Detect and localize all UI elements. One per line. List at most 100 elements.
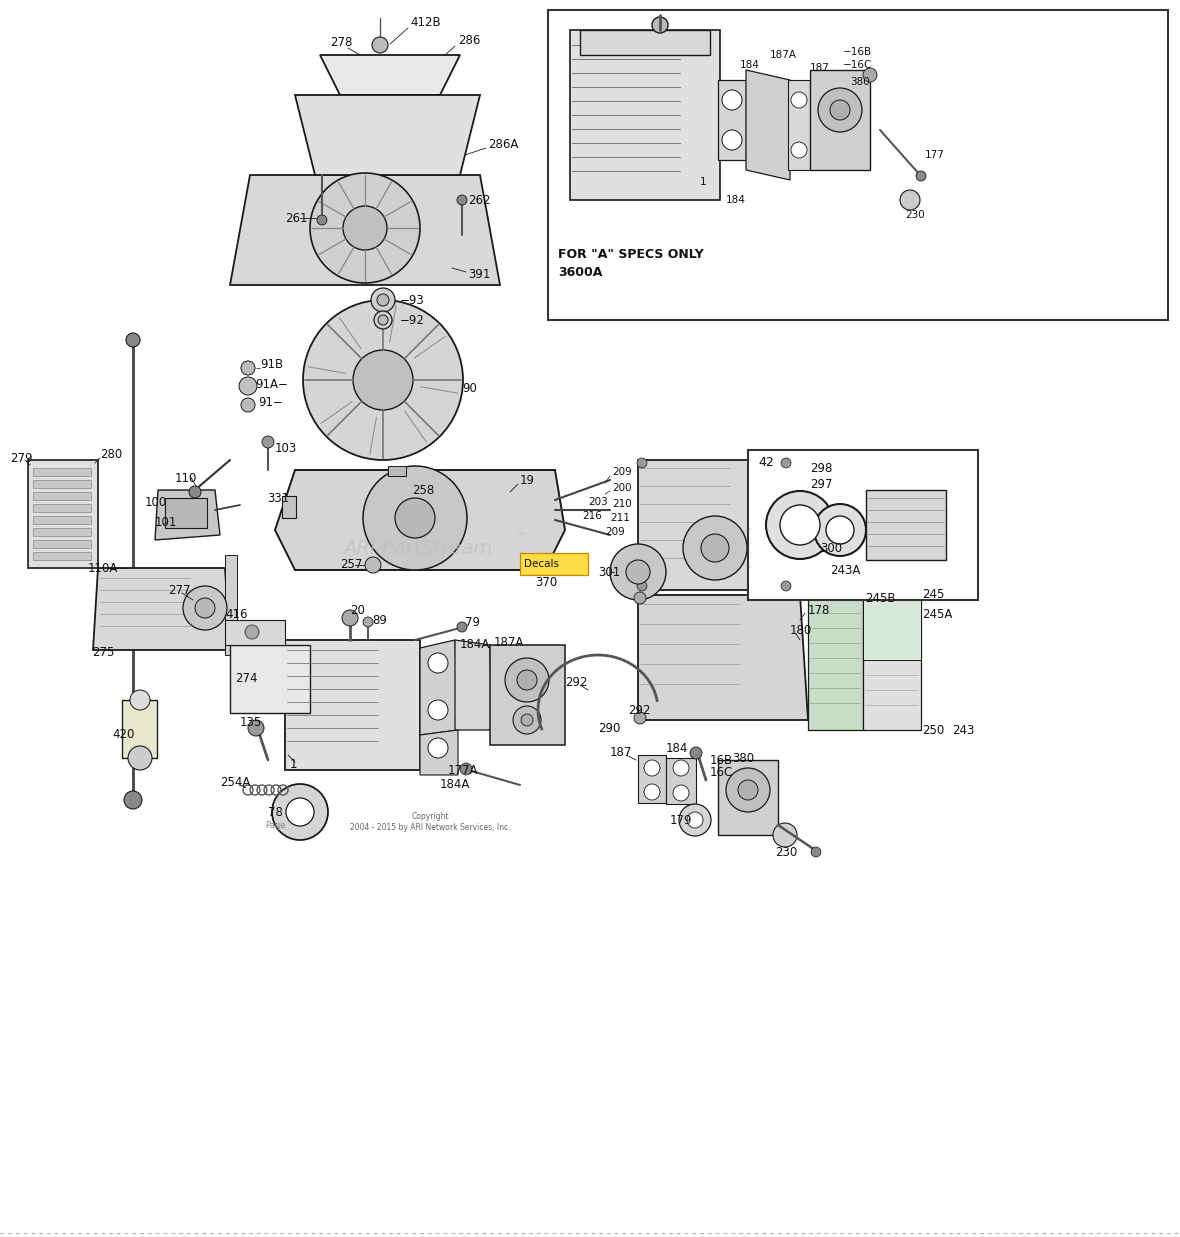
Text: 16C: 16C [710, 767, 733, 779]
Circle shape [644, 760, 660, 776]
Bar [866, 490, 946, 560]
Circle shape [372, 37, 388, 53]
Circle shape [780, 505, 820, 546]
Text: 42: 42 [758, 455, 774, 469]
Bar [33, 528, 91, 536]
Circle shape [376, 294, 389, 306]
Text: FOR "A" SPECS ONLY: FOR "A" SPECS ONLY [558, 249, 703, 261]
Text: 178: 178 [808, 604, 831, 616]
Circle shape [457, 195, 467, 205]
Circle shape [342, 610, 358, 626]
Text: 19: 19 [520, 474, 535, 486]
Circle shape [371, 288, 395, 312]
Text: 230: 230 [905, 210, 925, 220]
Circle shape [818, 88, 863, 132]
Text: 89: 89 [372, 614, 387, 626]
Circle shape [830, 100, 850, 120]
Circle shape [428, 700, 448, 720]
Circle shape [826, 516, 854, 544]
Bar [388, 466, 406, 476]
Bar [33, 492, 91, 500]
Circle shape [428, 738, 448, 758]
Text: 187: 187 [809, 63, 830, 73]
Circle shape [773, 823, 796, 847]
Text: 279: 279 [9, 452, 33, 465]
Circle shape [395, 499, 435, 538]
Text: 258: 258 [412, 484, 434, 496]
Circle shape [317, 215, 327, 225]
Text: −92: −92 [400, 313, 425, 327]
Text: 103: 103 [275, 442, 297, 454]
Text: 110: 110 [175, 471, 197, 485]
Text: 101: 101 [155, 516, 177, 528]
Circle shape [722, 90, 742, 110]
Text: 91A−: 91A− [255, 377, 288, 391]
Circle shape [245, 625, 258, 640]
Circle shape [189, 486, 201, 499]
Circle shape [722, 130, 742, 150]
Circle shape [678, 804, 712, 836]
Text: 100: 100 [145, 496, 168, 508]
Circle shape [766, 491, 834, 559]
Bar [809, 71, 870, 169]
Text: 243A: 243A [830, 564, 860, 576]
Bar [490, 644, 565, 745]
Text: 1: 1 [290, 758, 297, 772]
Text: 277: 277 [168, 584, 190, 596]
Bar [666, 758, 696, 804]
Text: 280: 280 [100, 449, 123, 461]
Bar [122, 700, 157, 758]
Text: 416: 416 [225, 609, 248, 621]
Circle shape [374, 310, 392, 329]
Text: 278: 278 [330, 36, 353, 48]
Bar [863, 590, 922, 730]
Circle shape [863, 68, 877, 82]
Circle shape [240, 377, 257, 395]
Circle shape [513, 706, 540, 734]
Bar [717, 760, 778, 835]
Circle shape [363, 466, 467, 570]
Text: 286A: 286A [489, 139, 518, 151]
Text: 286: 286 [458, 33, 480, 47]
Text: 420: 420 [112, 729, 135, 741]
Bar [33, 468, 91, 476]
Circle shape [522, 714, 533, 726]
Bar [581, 30, 710, 54]
Text: 184A: 184A [440, 778, 471, 792]
Circle shape [811, 847, 821, 857]
Circle shape [241, 398, 255, 412]
Text: 180: 180 [789, 623, 812, 637]
Text: ™: ™ [514, 532, 526, 542]
Circle shape [814, 503, 866, 555]
Text: 209: 209 [612, 468, 631, 477]
Circle shape [701, 534, 729, 562]
Polygon shape [320, 54, 460, 95]
Text: 245B: 245B [865, 591, 896, 605]
Circle shape [644, 784, 660, 800]
Text: 292: 292 [628, 704, 650, 716]
Text: Copyright
2004 - 2015 by ARI Network Services, Inc.: Copyright 2004 - 2015 by ARI Network Ser… [349, 813, 510, 831]
Text: 380: 380 [732, 752, 754, 764]
Circle shape [791, 92, 807, 108]
Bar [520, 553, 588, 575]
Text: −93: −93 [400, 293, 425, 307]
Circle shape [273, 784, 328, 840]
Bar [282, 496, 296, 518]
Polygon shape [28, 460, 98, 568]
Circle shape [343, 207, 387, 250]
Text: 91−: 91− [258, 397, 283, 409]
Circle shape [653, 17, 668, 33]
Bar [33, 480, 91, 489]
Circle shape [130, 690, 150, 710]
Circle shape [365, 557, 381, 573]
Circle shape [673, 760, 689, 776]
Text: 331: 331 [267, 491, 289, 505]
Polygon shape [455, 640, 492, 730]
Text: 177: 177 [925, 150, 945, 160]
Polygon shape [638, 595, 808, 720]
Circle shape [781, 581, 791, 591]
Text: 300: 300 [820, 542, 843, 554]
Text: 245A: 245A [922, 607, 952, 621]
Circle shape [610, 544, 666, 600]
Circle shape [127, 746, 152, 769]
